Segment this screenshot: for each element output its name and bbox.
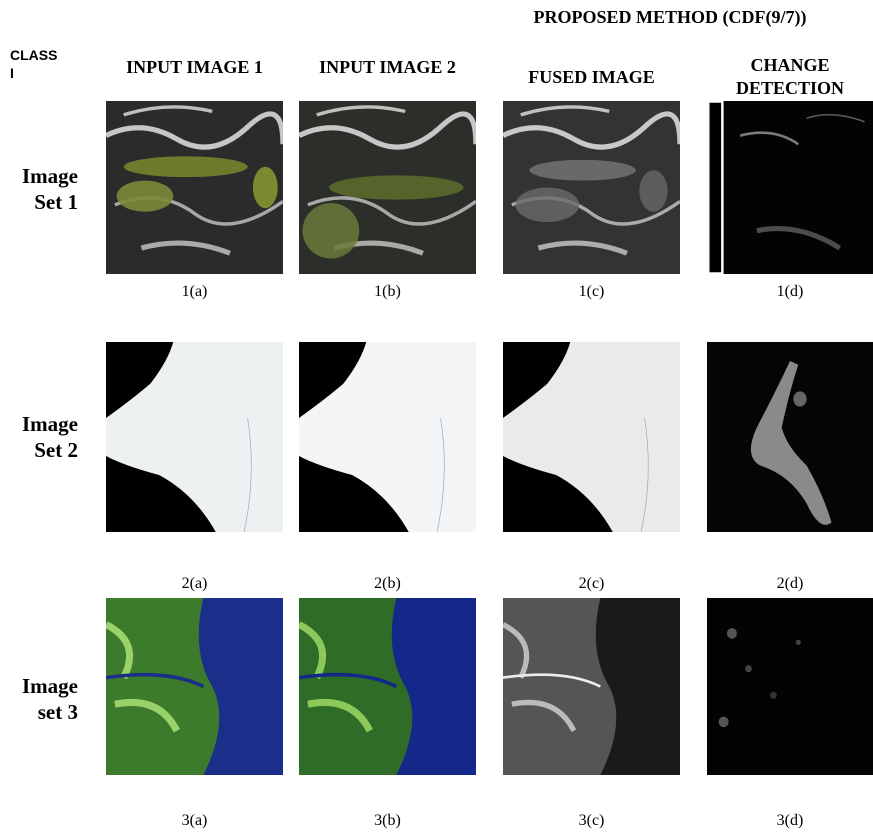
image-content: [707, 342, 873, 532]
row-label: Image Set 1: [6, 163, 78, 215]
image-content: [707, 101, 873, 274]
satellite-image: [299, 598, 476, 775]
image-content: [503, 342, 680, 532]
satellite-image: [707, 342, 873, 532]
column-header: CHANGE DETECTION: [715, 54, 865, 100]
satellite-image: [106, 101, 283, 274]
satellite-image: [707, 101, 873, 274]
satellite-image: [707, 598, 873, 775]
image-caption: 1(b): [299, 283, 476, 301]
class-label: CLASS I: [10, 46, 62, 82]
column-header: INPUT IMAGE 2: [289, 56, 486, 79]
image-caption: 2(a): [106, 575, 283, 593]
satellite-image: [299, 342, 476, 532]
row-label: Image set 3: [6, 673, 78, 725]
satellite-image: [106, 598, 283, 775]
image-caption: 3(c): [503, 812, 680, 830]
method-title: PROPOSED METHOD (CDF(9/7)): [480, 6, 860, 29]
image-caption: 2(d): [707, 575, 873, 593]
image-content: [106, 598, 283, 775]
image-content: [707, 598, 873, 775]
image-content: [299, 101, 476, 274]
image-caption: 1(a): [106, 283, 283, 301]
image-caption: 2(b): [299, 575, 476, 593]
satellite-image: [106, 342, 283, 532]
image-caption: 3(a): [106, 812, 283, 830]
image-content: [106, 342, 283, 532]
satellite-image: [503, 101, 680, 274]
image-caption: 3(b): [299, 812, 476, 830]
satellite-image: [503, 598, 680, 775]
image-caption: 1(d): [707, 283, 873, 301]
image-caption: 2(c): [503, 575, 680, 593]
satellite-image: [503, 342, 680, 532]
image-content: [503, 101, 680, 274]
figure: PROPOSED METHOD (CDF(9/7)) CLASS I INPUT…: [0, 0, 873, 837]
image-caption: 3(d): [707, 812, 873, 830]
image-content: [299, 342, 476, 532]
column-header: FUSED IMAGE: [493, 66, 690, 89]
image-content: [503, 598, 680, 775]
satellite-image: [299, 101, 476, 274]
row-label: Image Set 2: [6, 411, 78, 463]
image-caption: 1(c): [503, 283, 680, 301]
image-content: [299, 598, 476, 775]
column-header: INPUT IMAGE 1: [96, 56, 293, 79]
image-content: [106, 101, 283, 274]
